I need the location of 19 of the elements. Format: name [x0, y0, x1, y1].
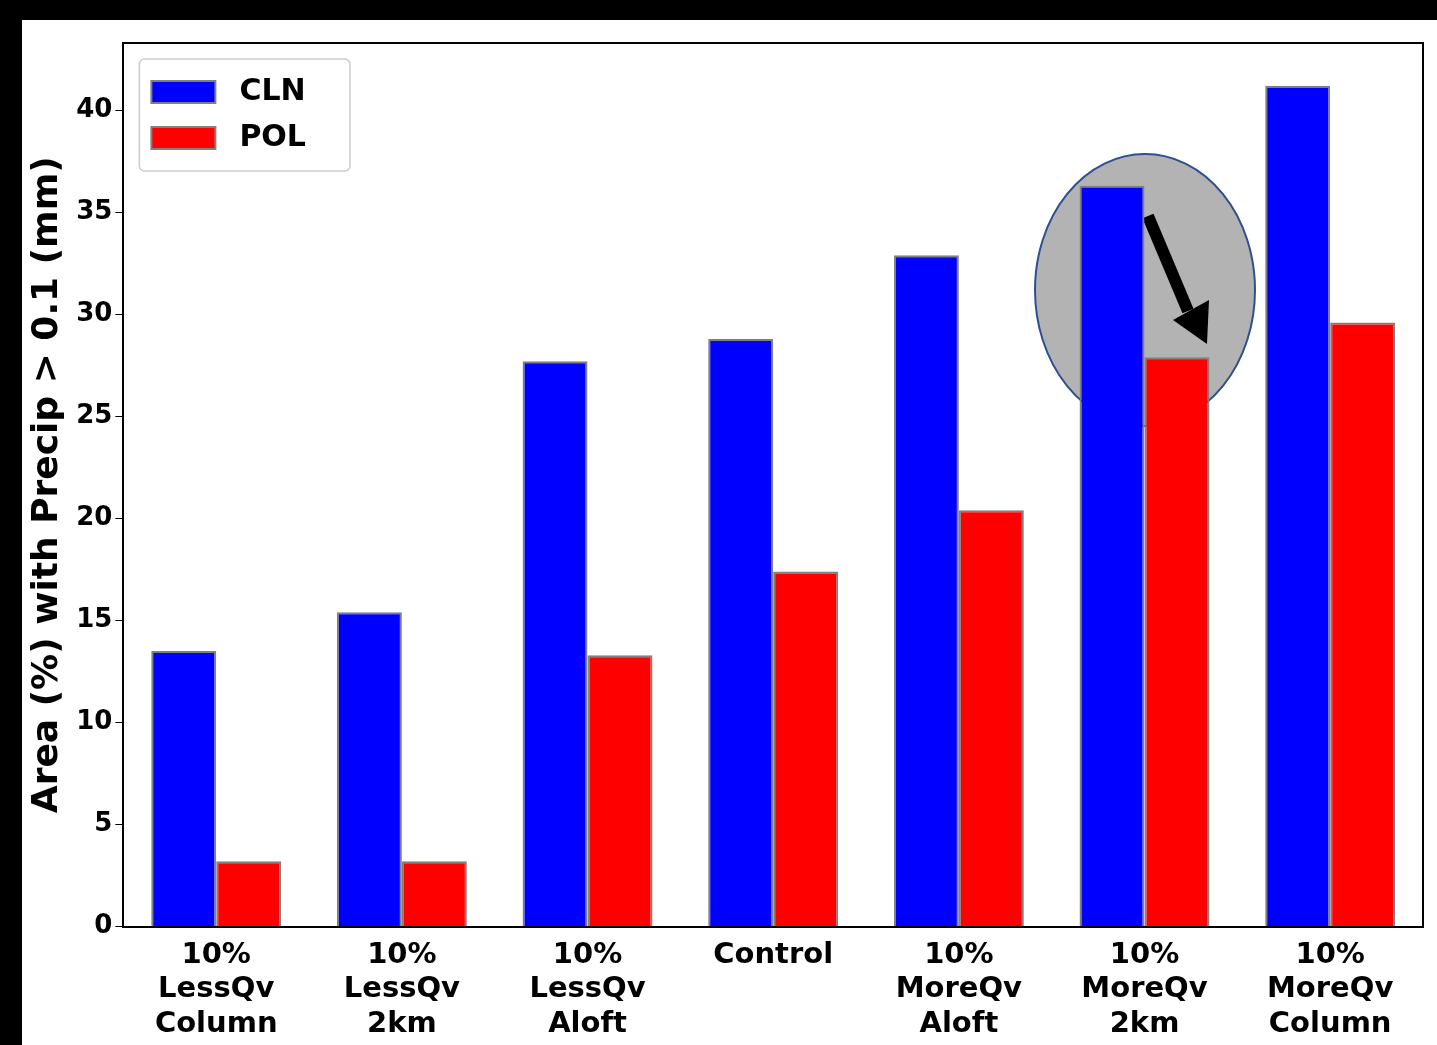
x-tick-label: 10% LessQv Aloft — [529, 935, 646, 1040]
x-tick-label: 10% LessQv 2km — [343, 935, 461, 1040]
x-tick-label: Control — [713, 935, 834, 970]
y-tick-label: 10 — [76, 705, 113, 736]
x-tick-label: 10% LessQv Column — [154, 935, 278, 1040]
y-tick-label: 25 — [76, 399, 113, 430]
x-tick-label: 10% MoreQv 2km — [1081, 935, 1208, 1040]
x-tick-label: 10% MoreQv Aloft — [895, 935, 1023, 1040]
y-tick-label: 30 — [76, 297, 113, 328]
x-tick-label: 10% MoreQv Column — [1267, 935, 1394, 1040]
legend-label: POL — [239, 117, 306, 153]
y-tick-label: 5 — [94, 807, 113, 838]
y-tick-label: 20 — [76, 501, 113, 532]
y-tick-label: 15 — [76, 603, 113, 634]
y-tick-label: 35 — [76, 195, 113, 226]
y-tick-label: 0 — [94, 909, 113, 940]
y-axis-title: Area (%) with Precip > 0.1 (mm) — [23, 156, 65, 814]
y-tick-label: 40 — [76, 93, 113, 124]
legend-label: CLN — [239, 71, 306, 107]
